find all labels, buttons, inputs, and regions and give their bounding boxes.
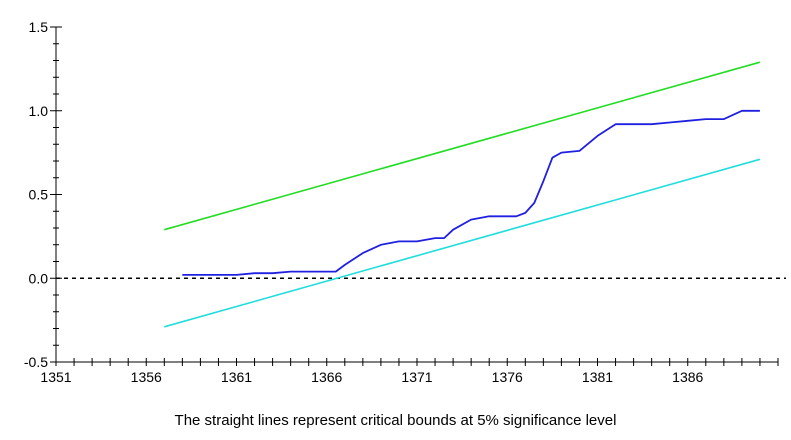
y-tick-label: -0.5 <box>24 354 48 370</box>
y-tick-label: 1.0 <box>29 103 49 119</box>
y-tick-label: 0.5 <box>29 187 49 203</box>
upper-bound-line <box>164 61 761 231</box>
x-tick-label: 1381 <box>582 369 613 385</box>
x-tick-label: 1371 <box>401 369 432 385</box>
lines-layer <box>56 61 786 328</box>
lower-bound-line <box>164 158 761 328</box>
labels-layer: 1351 1356 1361 1366 1371 1376 1381 1386 -0.5 0.0 0… <box>24 19 704 385</box>
x-tick-label: 1376 <box>492 369 523 385</box>
x-tick-label: 1366 <box>311 369 342 385</box>
y-tick-label: 0.0 <box>29 270 49 286</box>
chart-caption: The straight lines represent critical bo… <box>174 412 617 429</box>
x-tick-label: 1356 <box>131 369 162 385</box>
x-tick-label: 1361 <box>221 369 252 385</box>
x-tick-label: 1386 <box>672 369 703 385</box>
axes-layer <box>50 26 779 366</box>
y-tick-label: 1.5 <box>29 19 49 35</box>
cusum-series-line <box>182 109 760 276</box>
x-tick-label: 1351 <box>40 369 71 385</box>
